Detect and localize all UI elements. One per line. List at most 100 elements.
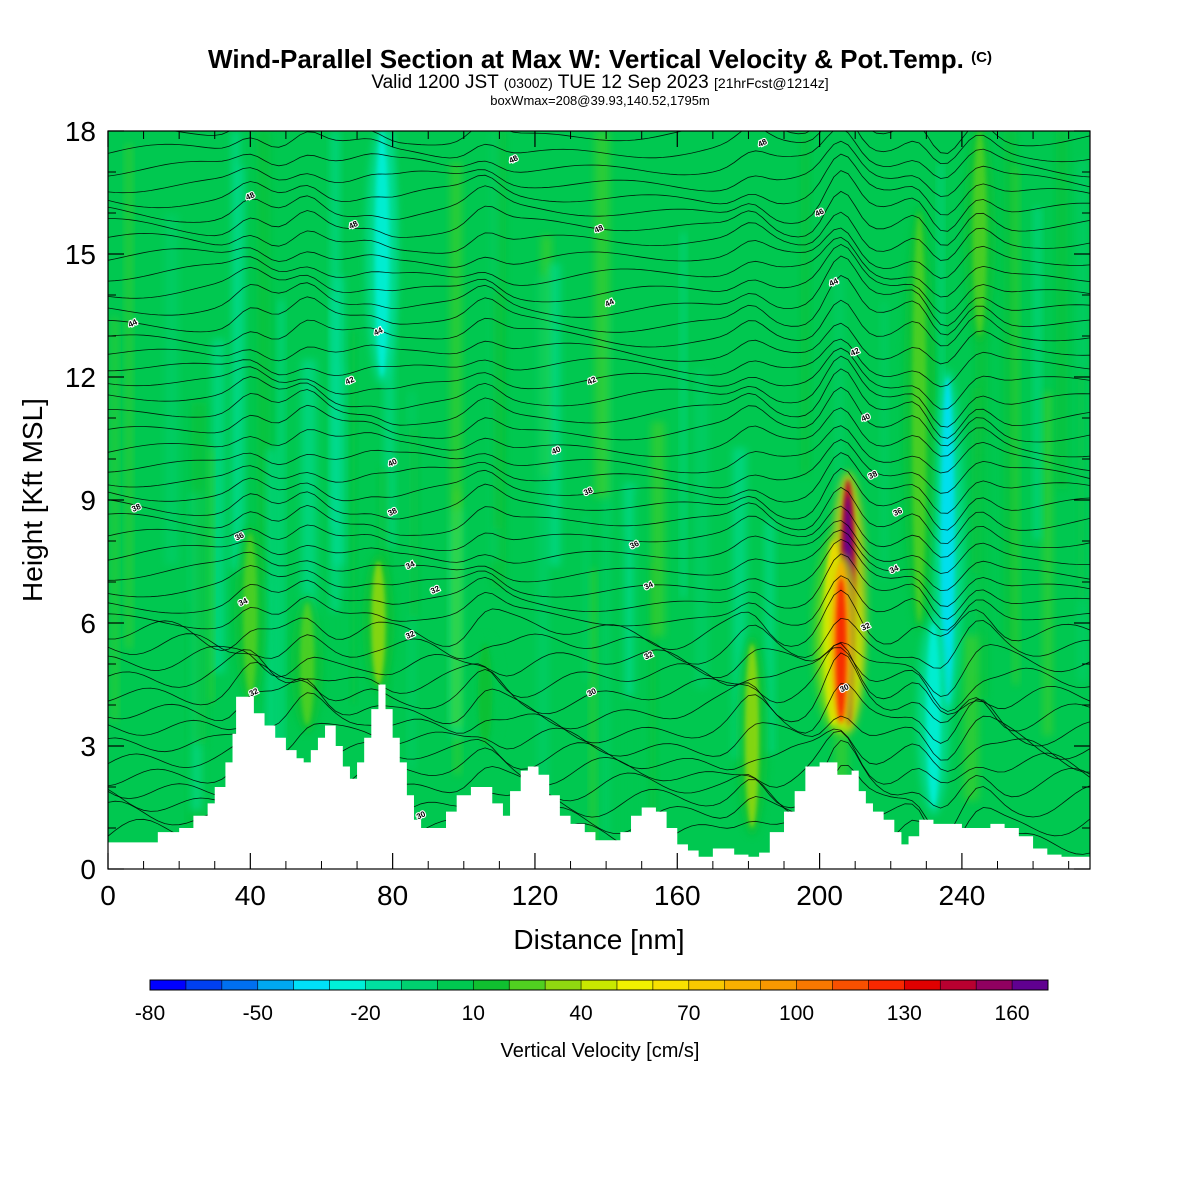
- background-streak: [1055, 131, 1068, 489]
- theta-contour-line: [108, 170, 1090, 232]
- theta-contour-line: [108, 538, 1090, 607]
- y-axis-label: Height [Kft MSL]: [17, 398, 48, 602]
- background-streak: [164, 213, 179, 565]
- background-streak: [583, 515, 590, 682]
- forecast-info: [21hrFcst@1214z]: [714, 75, 829, 91]
- theta-contour-line: [108, 617, 1090, 669]
- x-tick-label: 120: [512, 880, 559, 911]
- x-tick-label: 160: [654, 880, 701, 911]
- x-tick-label: 240: [939, 880, 986, 911]
- velocity-peak: [835, 577, 847, 722]
- background-streak: [537, 275, 549, 839]
- background-streak: [649, 562, 657, 860]
- y-tick-label: 6: [80, 608, 96, 639]
- colorbar-tick-label: -50: [243, 1002, 273, 1025]
- theta-contour-line: [108, 452, 1090, 514]
- colorbar-segment: [509, 980, 546, 990]
- colorbar-segment: [437, 980, 474, 990]
- background-streak: [801, 131, 810, 475]
- background-streak: [635, 493, 646, 848]
- theta-contour-line: [108, 299, 1090, 348]
- colorbar-frame: [149, 979, 1049, 991]
- colorbar-segment: [401, 980, 438, 990]
- colorbar-segment: [940, 980, 977, 990]
- background-streak: [111, 317, 118, 722]
- colorbar-segment: [724, 980, 762, 990]
- colorbar-segment: [221, 980, 259, 990]
- plot-area: [108, 131, 1090, 869]
- x-tick-label: 80: [377, 880, 408, 911]
- terrain-profile: [108, 684, 1090, 869]
- theta-contour-line: [108, 322, 1090, 365]
- background-streak: [880, 301, 888, 579]
- theta-contour-line: [108, 519, 1090, 574]
- background-streak: [963, 635, 979, 801]
- theta-contour-line: [108, 368, 1090, 439]
- theta-contour-line: [108, 211, 1090, 261]
- background-streak: [977, 462, 983, 728]
- colorbar-segment: [329, 980, 367, 990]
- background-streak: [834, 272, 844, 653]
- theta-contour-line: [108, 575, 1090, 631]
- theta-contour-line: [108, 439, 1090, 494]
- colorbar-segment: [581, 980, 618, 990]
- colorbar-segment: [293, 980, 331, 990]
- background-streak: [680, 232, 686, 599]
- colorbar-segment: [365, 980, 402, 990]
- theta-contour-line: [108, 529, 1090, 592]
- chart-subtitle: Valid 1200 JST (0300Z) TUE 12 Sep 2023 […: [0, 72, 1200, 94]
- theta-contour-line: [108, 190, 1090, 246]
- background-streak: [610, 531, 622, 855]
- colorbar-segment: [257, 980, 295, 990]
- colorbar-segment: [150, 980, 187, 990]
- background-streak: [278, 299, 285, 849]
- background-streak: [694, 370, 709, 689]
- chart-title-main: Wind-Parallel Section at Max W: Vertical…: [208, 44, 964, 74]
- background-streak: [548, 263, 561, 567]
- box-info: boxWmax=208@39.93,140.52,1795m: [490, 93, 710, 108]
- colorbar-tick-label: -20: [350, 1002, 380, 1025]
- velocity-core: [374, 131, 390, 377]
- theta-contour-line: [108, 407, 1090, 458]
- background-streak: [229, 131, 241, 571]
- colorbar-segment: [976, 980, 1013, 990]
- x-axis-label: Distance [nm]: [513, 924, 684, 955]
- theta-contour-line: [108, 467, 1090, 531]
- velocity-core: [243, 532, 258, 697]
- background-streak: [764, 520, 775, 754]
- theta-contour-line: [108, 486, 1090, 544]
- background-streak: [594, 131, 610, 498]
- colorbar-segment: [832, 980, 869, 990]
- colorbar-tick-label: 40: [569, 1002, 592, 1025]
- background-streak: [191, 402, 207, 744]
- background-streak: [493, 291, 503, 529]
- velocity-core: [940, 377, 955, 705]
- background-streak: [236, 166, 245, 573]
- velocity-core: [477, 643, 493, 746]
- colorbar: -80 -50 -20 10 40 70 100 130 160: [135, 979, 1049, 1025]
- velocity-core: [371, 561, 386, 685]
- background-streak: [983, 437, 993, 636]
- colorbar-segment: [688, 980, 726, 990]
- background-streak: [330, 131, 340, 612]
- background-streak: [351, 331, 357, 705]
- background-streak: [651, 421, 665, 637]
- theta-contour-line: [108, 347, 1090, 410]
- background-streak: [586, 427, 597, 640]
- colorbar-segment: [185, 980, 223, 990]
- theta-contour-line: [108, 227, 1090, 279]
- background-streak: [450, 162, 462, 727]
- background-streak: [125, 144, 133, 649]
- theta-contour-line: [108, 243, 1090, 314]
- background-streak: [938, 163, 944, 562]
- background-streak: [409, 426, 418, 617]
- axes: 0 40 80 120 160 200 240 0 3 6 9 12 15 18: [65, 116, 1090, 911]
- y-tick-label: 0: [80, 854, 96, 885]
- colorbar-tick-label: 130: [887, 1002, 922, 1025]
- background-streak: [207, 447, 214, 703]
- theta-contour-line: [108, 255, 1090, 327]
- background-streak: [971, 387, 982, 574]
- colorbar-segment: [616, 980, 654, 990]
- theta-contour-line: [108, 236, 1090, 298]
